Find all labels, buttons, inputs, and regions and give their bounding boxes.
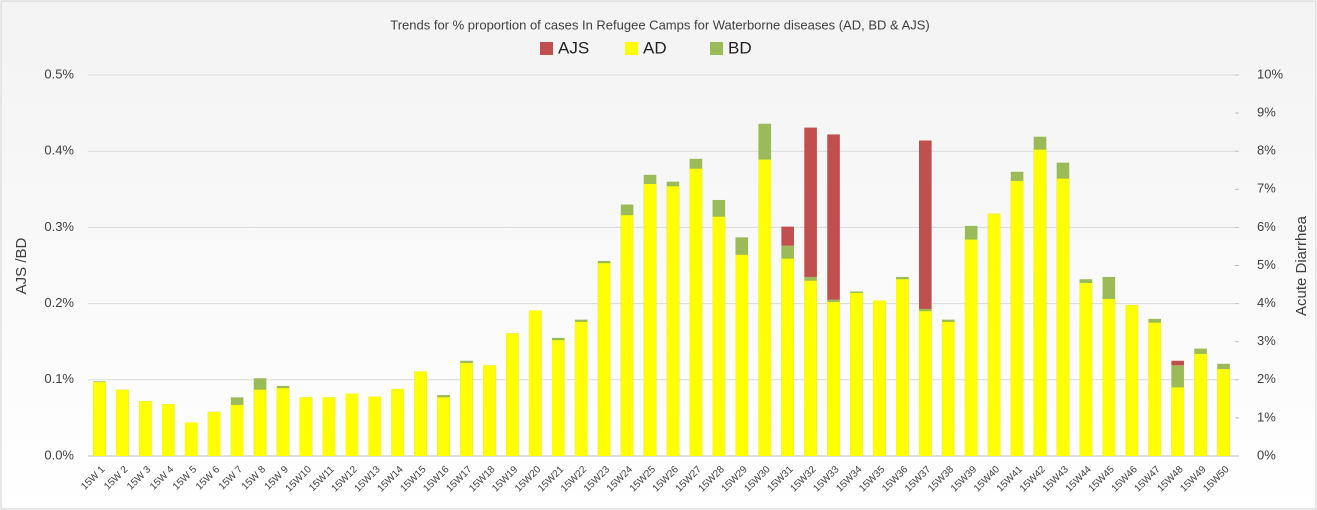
bar-ad [230, 404, 244, 456]
bar-ad [1171, 387, 1184, 456]
legend-label: AD [643, 38, 667, 57]
y2-tick-label: 9% [1257, 105, 1276, 120]
bar-ad [666, 186, 680, 456]
bar-ad [1033, 149, 1047, 456]
bar-ajs [1171, 360, 1184, 366]
bar-ad [139, 401, 152, 456]
bar-ad [322, 397, 336, 456]
bar-ad [368, 396, 382, 456]
bar-ad [299, 397, 313, 456]
bar-ad [506, 333, 519, 456]
bar-ad [574, 321, 588, 456]
bar-ad [529, 310, 542, 456]
bar-ad [735, 254, 749, 456]
bar-ad [551, 340, 565, 456]
y-tick-label: 0.0% [44, 447, 74, 462]
y-tick-label: 0.5% [44, 66, 74, 81]
bar-ad [391, 388, 404, 456]
bar-ad [597, 263, 611, 456]
bar-ad [643, 183, 657, 456]
y-tick-label: 0.2% [44, 295, 74, 310]
bar-ajs [781, 226, 794, 246]
y2-tick-label: 2% [1257, 371, 1276, 386]
bar-ad [207, 411, 221, 456]
y-tick-label: 0.4% [44, 143, 74, 158]
y2-tick-label: 7% [1257, 181, 1276, 196]
chart-title: Trends for % proportion of cases In Refu… [390, 17, 930, 32]
legend-swatch [625, 42, 638, 55]
bar-ad [414, 371, 427, 456]
bar-ad [253, 389, 267, 456]
bar-ad [987, 213, 1001, 456]
bar-ad [345, 393, 359, 456]
y2-tick-label: 3% [1257, 333, 1276, 348]
bar-ad [804, 280, 817, 456]
bar-ad [437, 397, 450, 456]
y2-tick-label: 1% [1257, 409, 1276, 424]
bar-ad [1217, 369, 1230, 456]
y-tick-label: 0.3% [44, 219, 74, 234]
bar-ad [712, 216, 726, 456]
bar-ajs [804, 127, 817, 277]
y2-axis-title: Acute Diarrhea [1293, 215, 1310, 316]
bar-ad [1010, 180, 1024, 456]
bar-ad [896, 279, 909, 456]
bar-ajs [827, 134, 840, 300]
y2-tick-label: 0% [1257, 447, 1276, 462]
bar-ad [781, 258, 794, 456]
bar-ad [483, 365, 496, 456]
bar-ad [1079, 283, 1093, 456]
y-tick-label: 0.1% [44, 371, 74, 386]
bar-ad [1056, 178, 1070, 456]
legend-label: AJS [558, 38, 589, 57]
bar-ad [1125, 305, 1139, 456]
y-axis-title: AJS /BD [13, 237, 30, 294]
y2-tick-label: 10% [1257, 66, 1283, 81]
bar-ad [1148, 322, 1162, 456]
bar-ad [1102, 299, 1116, 456]
bar-ad [276, 388, 290, 456]
legend-swatch [710, 42, 723, 55]
bar-ad [689, 168, 703, 456]
bar-ad [1194, 353, 1207, 456]
bar-ad [873, 300, 886, 456]
bar-ad [116, 389, 129, 456]
bar-ad [184, 422, 198, 456]
bar-ad [941, 321, 955, 456]
y2-tick-label: 6% [1257, 219, 1276, 234]
bar-ad [758, 159, 772, 456]
bar-ad [919, 311, 932, 456]
legend-swatch [540, 42, 553, 55]
bar-ad [93, 382, 106, 456]
legend-label: BD [728, 38, 752, 57]
y2-tick-label: 5% [1257, 257, 1276, 272]
y2-tick-label: 4% [1257, 295, 1276, 310]
bar-ad [850, 292, 863, 456]
bar-ad [827, 302, 840, 456]
bar-ajs [919, 140, 932, 309]
bar-ad [460, 363, 473, 456]
bar-ad [161, 404, 175, 456]
bar-ad [964, 239, 978, 456]
bar-ad [620, 215, 634, 456]
y2-tick-label: 8% [1257, 143, 1276, 158]
